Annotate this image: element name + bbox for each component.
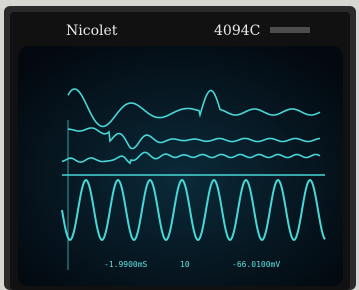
model-label: 4094C xyxy=(214,23,260,39)
time-readout: -1.9900mS xyxy=(104,260,148,269)
oscilloscope-photo: Nicolet 4094C -1.9900mS 10 -66.0100mV xyxy=(0,0,359,290)
screen xyxy=(18,46,343,286)
voltage-readout: -66.0100mV xyxy=(232,260,280,269)
channel-readout: 10 xyxy=(180,260,190,269)
badge xyxy=(270,27,310,33)
brand-label: Nicolet xyxy=(66,23,118,39)
